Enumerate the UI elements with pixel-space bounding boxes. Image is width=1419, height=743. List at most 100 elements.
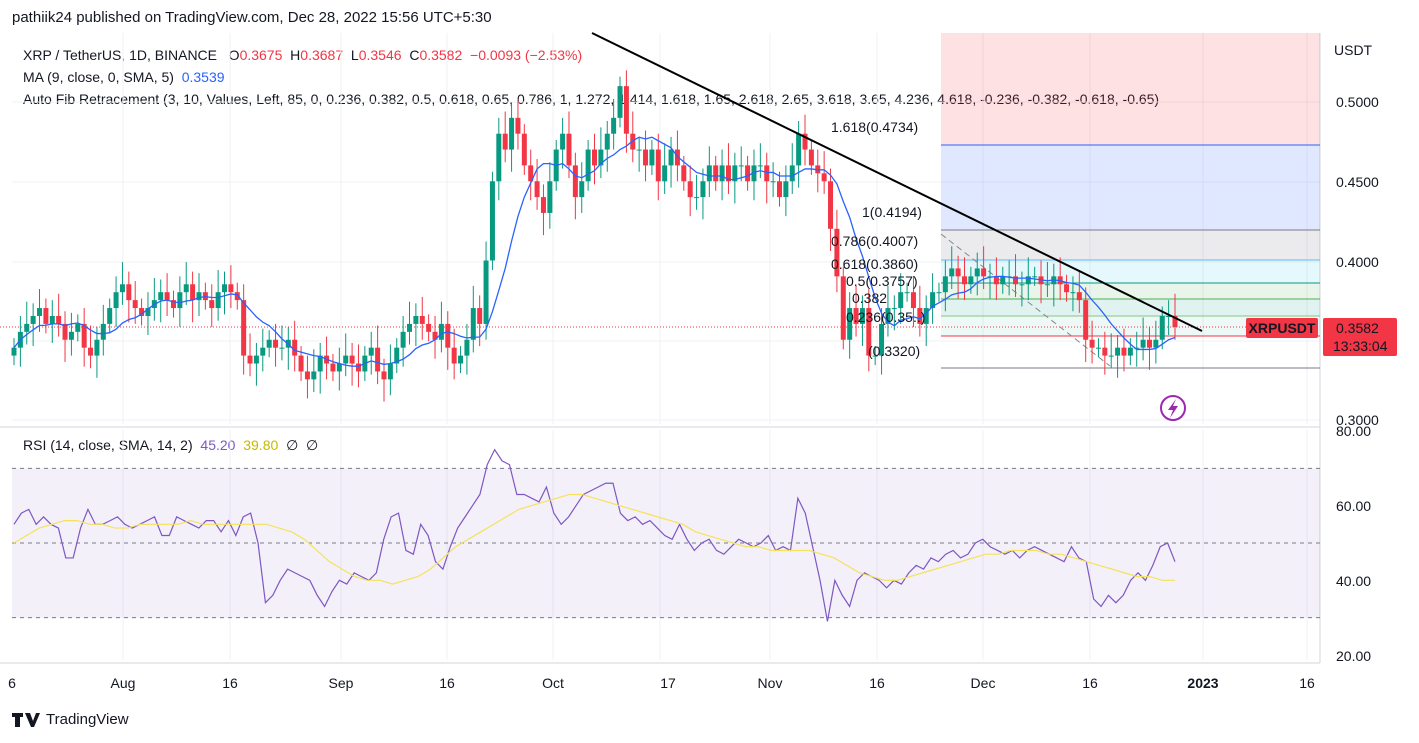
rsi-extra-2: ∅ bbox=[306, 437, 319, 453]
fib-level-label: 0.786(0.4007) bbox=[831, 233, 918, 249]
candle-body bbox=[502, 133, 508, 150]
candle-body bbox=[49, 315, 55, 324]
candle-body bbox=[139, 308, 145, 316]
candle-body bbox=[623, 86, 629, 134]
candle-body bbox=[387, 363, 393, 380]
tradingview-brand[interactable]: TradingView bbox=[12, 711, 129, 728]
fib-row: Auto Fib Retracement (3, 10, Values, Lef… bbox=[23, 88, 1159, 110]
candle-body bbox=[1044, 284, 1050, 286]
candle-body bbox=[1115, 347, 1121, 356]
candle-body bbox=[1146, 339, 1152, 348]
candle-body bbox=[343, 355, 349, 364]
time-tick-label: 16 bbox=[439, 675, 455, 691]
candle-body bbox=[37, 308, 43, 316]
candle-body bbox=[719, 165, 725, 182]
candle-body bbox=[183, 284, 189, 293]
countdown-badge-text: 13:33:04 bbox=[1333, 338, 1388, 354]
candle-body bbox=[509, 117, 515, 150]
candle-body bbox=[100, 323, 106, 340]
candle-body bbox=[930, 292, 936, 309]
candle-body bbox=[611, 117, 617, 134]
candle-body bbox=[81, 323, 87, 348]
candle-body bbox=[891, 308, 897, 310]
ma-label: MA (9, close, 0, SMA, 5) bbox=[23, 69, 174, 85]
candle-body bbox=[732, 165, 738, 182]
close-label: C bbox=[409, 47, 420, 63]
candle-body bbox=[592, 149, 597, 166]
candle-body bbox=[368, 347, 374, 356]
candle-body bbox=[802, 133, 808, 150]
candle-body bbox=[1064, 284, 1070, 293]
candle-body bbox=[764, 165, 770, 182]
candle-body bbox=[745, 165, 751, 182]
candle-body bbox=[993, 276, 999, 285]
time-tick-label: 16 bbox=[222, 675, 238, 691]
candle-body bbox=[266, 339, 272, 348]
tradingview-logo-icon bbox=[12, 712, 40, 727]
candle-body bbox=[126, 284, 132, 301]
candle-body bbox=[572, 165, 578, 198]
candle-body bbox=[247, 355, 253, 364]
candle-body bbox=[62, 323, 68, 340]
time-tick-label: 16 bbox=[1082, 675, 1098, 691]
candle-body bbox=[1070, 292, 1076, 294]
candle-body bbox=[540, 197, 546, 213]
candle-body bbox=[164, 292, 170, 301]
fib-label: Auto Fib Retracement (3, 10, Values, Lef… bbox=[23, 91, 1160, 107]
candle-body bbox=[304, 371, 310, 380]
candle-body bbox=[330, 363, 336, 372]
rsi-tick-label: 20.00 bbox=[1336, 648, 1371, 664]
candle-body bbox=[400, 331, 406, 348]
candle-body bbox=[145, 308, 151, 316]
rsi-label: RSI (14, close, SMA, 14, 2) bbox=[23, 437, 193, 453]
time-tick-label: Aug bbox=[111, 675, 136, 691]
candle-body bbox=[917, 308, 923, 324]
candle-body bbox=[528, 165, 534, 182]
ma-value: 0.3539 bbox=[181, 69, 225, 85]
time-tick-label: 2023 bbox=[1187, 675, 1218, 691]
price-badges: XRPUSDT 0.3582 13:33:04 bbox=[1246, 318, 1397, 356]
time-tick-label: Sep bbox=[329, 675, 354, 691]
publisher-header: pathiik24 published on TradingView.com, … bbox=[12, 9, 492, 26]
candle-body bbox=[88, 347, 94, 356]
candle-body bbox=[706, 165, 712, 182]
price-badge-text: 0.3582 bbox=[1336, 320, 1379, 336]
ma-line bbox=[13, 136, 1176, 367]
candle-body bbox=[1166, 315, 1172, 317]
fib-level-label: 1(0.4194) bbox=[862, 204, 922, 220]
candle-body bbox=[470, 308, 476, 340]
candle-body bbox=[974, 268, 980, 277]
candle-body bbox=[119, 284, 125, 293]
price-badge-bg bbox=[1323, 318, 1397, 356]
candle-body bbox=[273, 339, 279, 348]
candle-body bbox=[738, 165, 744, 167]
candle-body bbox=[1127, 347, 1133, 356]
grid-lines bbox=[0, 33, 1321, 664]
rsi-tick-label: 80.00 bbox=[1336, 423, 1371, 439]
main-legend: XRP / TetherUS, 1D, BINANCE O0.3675 H0.3… bbox=[23, 44, 1159, 110]
open-label: O bbox=[228, 47, 240, 63]
candle-body bbox=[30, 315, 36, 324]
candle-body bbox=[585, 149, 591, 182]
candle-body bbox=[853, 308, 859, 324]
candle-body bbox=[1025, 276, 1031, 285]
candle-body bbox=[56, 315, 62, 324]
rsi-legend: RSI (14, close, SMA, 14, 2) 45.20 39.80 … bbox=[23, 437, 318, 454]
candle-body bbox=[751, 165, 757, 182]
candle-body bbox=[1013, 276, 1019, 285]
candle-body bbox=[241, 300, 247, 356]
candle-body bbox=[94, 339, 100, 356]
candle-body bbox=[317, 355, 323, 372]
rsi-sma-value: 39.80 bbox=[243, 437, 279, 453]
candle-body bbox=[776, 181, 782, 198]
time-tick-label: 17 bbox=[660, 675, 676, 691]
candle-body bbox=[515, 117, 521, 134]
symbol-badge-bg bbox=[1246, 318, 1318, 338]
candle-body bbox=[968, 276, 974, 285]
candle-body bbox=[375, 347, 381, 372]
candle-body bbox=[215, 292, 221, 309]
lightning-icon bbox=[1160, 395, 1186, 421]
candle-body bbox=[451, 347, 457, 364]
